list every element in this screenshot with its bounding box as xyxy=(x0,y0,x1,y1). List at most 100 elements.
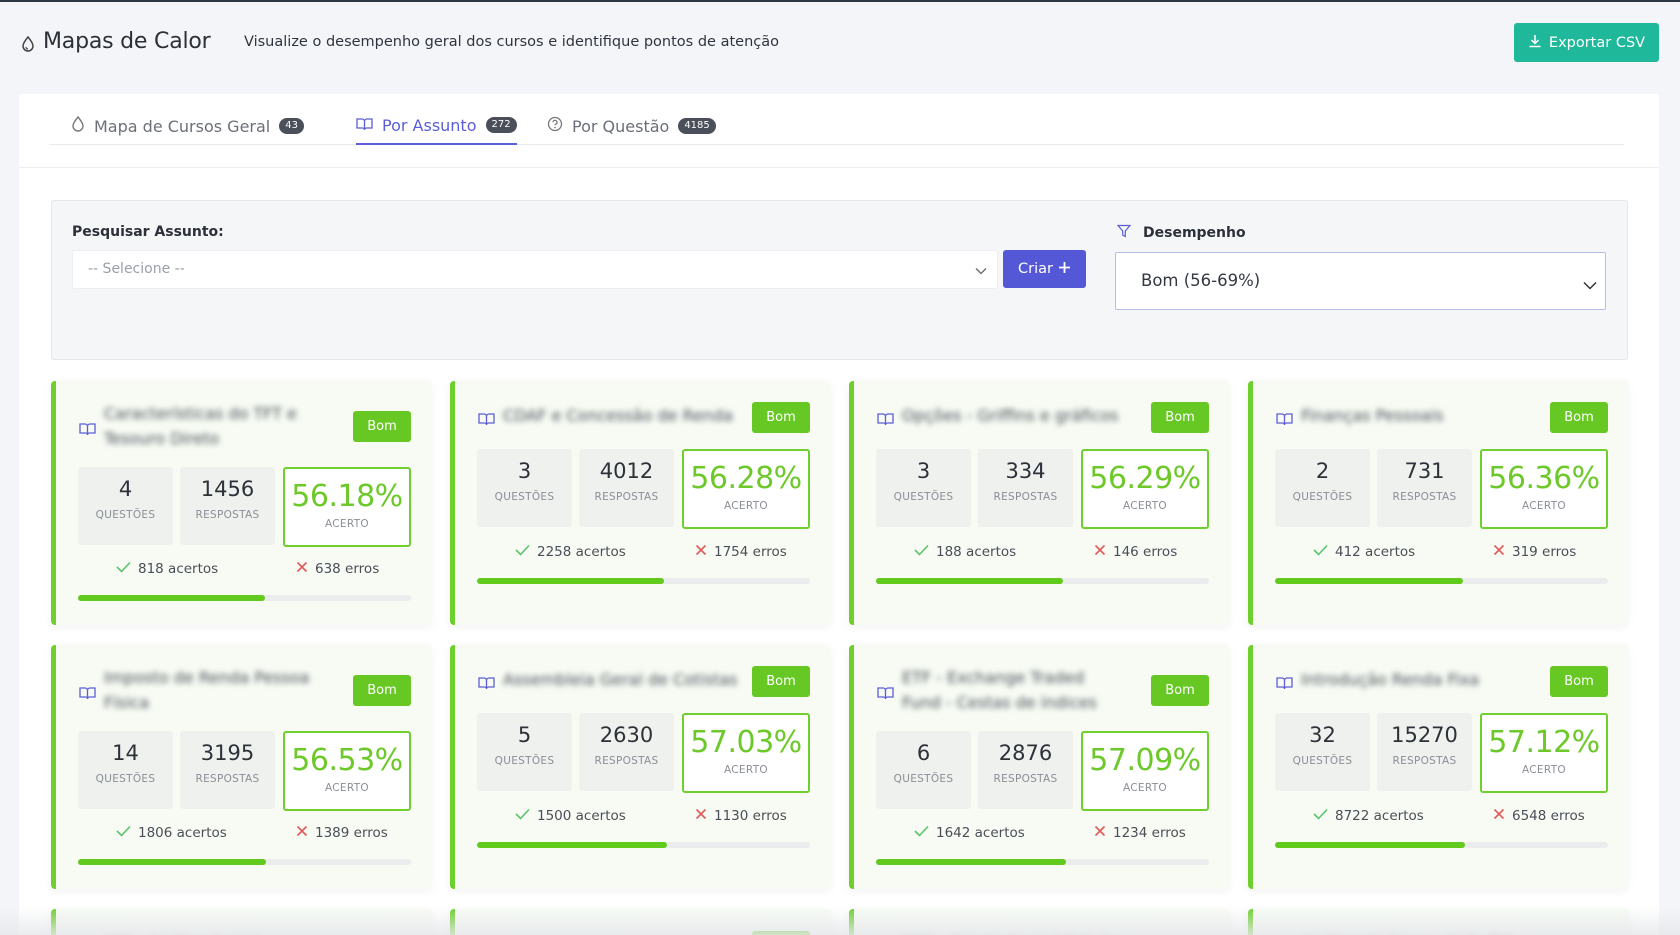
accuracy-label: ACERTO xyxy=(1123,782,1167,794)
questions-count: 6 xyxy=(916,741,931,765)
responses-stat: 731 RESPOSTAS xyxy=(1377,449,1472,527)
help-circle-icon xyxy=(547,116,563,136)
subject-select-placeholder: -- Selecione -- xyxy=(88,261,185,277)
questions-count: 4 xyxy=(118,477,133,501)
create-label: Criar xyxy=(1018,261,1053,277)
responses-stat: 2630 RESPOSTAS xyxy=(579,713,674,791)
errors-text: 1234 erros xyxy=(1113,825,1186,841)
card-title: Assembleia Geral de Cotistas xyxy=(503,670,738,689)
check-icon xyxy=(515,544,530,560)
export-csv-button[interactable]: Exportar CSV xyxy=(1514,23,1659,62)
errors-text: 6548 erros xyxy=(1512,808,1585,824)
card-title: Finanças Pessoais xyxy=(1301,406,1444,425)
hits-text: 1806 acertos xyxy=(138,825,227,841)
check-icon xyxy=(914,825,929,841)
subject-card[interactable]: Imposto de Renda Pessoa Física Bom 14 QUEST… xyxy=(51,645,431,889)
subject-card[interactable]: ETF - Exchange Traded Fund - Cestas de í… xyxy=(849,645,1229,889)
accuracy-value: 56.36% xyxy=(1488,461,1600,496)
book-icon xyxy=(1276,411,1293,430)
accuracy-stat: 57.12% ACERTO xyxy=(1480,713,1608,793)
tab-count-badge: 272 xyxy=(485,117,517,133)
subject-card[interactable]: Opções - Griffins e gráficos Bom 3 QUESTÕES… xyxy=(849,381,1229,625)
errors-count: 1754 erros xyxy=(695,544,787,560)
errors-text: 146 erros xyxy=(1113,544,1178,560)
questions-count: 3 xyxy=(517,459,532,483)
responses-label: RESPOSTAS xyxy=(594,491,659,503)
subject-card[interactable]: Finanças Pessoais Bom 2 QUESTÕES 731 RESPOSTA… xyxy=(1248,381,1628,625)
card-title: ETF - Exchange Traded Fund - Cestas de í… xyxy=(902,668,1097,712)
accuracy-value: 56.29% xyxy=(1089,461,1201,496)
accuracy-label: ACERTO xyxy=(1522,764,1566,776)
check-icon xyxy=(914,544,929,560)
accuracy-label: ACERTO xyxy=(724,764,768,776)
check-icon xyxy=(116,825,131,841)
subject-card[interactable]: CDAF e Concessão de Renda Bom 3 QUESTÕES 401… xyxy=(450,381,830,625)
hits-text: 818 acertos xyxy=(138,561,219,577)
status-badge: Bom xyxy=(752,402,810,433)
questions-count: 3 xyxy=(916,459,931,483)
accuracy-stat: 56.18% ACERTO xyxy=(283,467,411,547)
responses-stat: 334 RESPOSTAS xyxy=(978,449,1073,527)
status-badge: Bom xyxy=(1550,402,1608,433)
subject-card[interactable]: Assembleia Geral de Cotistas Bom 5 QUESTÕES… xyxy=(450,645,830,889)
questions-count: 14 xyxy=(112,741,139,765)
subject-card[interactable]: Introdução Renda Fixa Bom 32 QUESTÕES 15270 R… xyxy=(1248,645,1628,889)
hits-count: 1500 acertos xyxy=(515,808,626,824)
close-icon xyxy=(296,561,308,577)
responses-count: 2630 xyxy=(599,723,654,747)
errors-count: 319 erros xyxy=(1493,544,1576,560)
hits-count: 1806 acertos xyxy=(116,825,227,841)
questions-label: QUESTÕES xyxy=(494,755,555,767)
questions-count: 32 xyxy=(1309,723,1336,747)
card-title: Opções - Griffins e gráficos xyxy=(902,406,1119,425)
questions-label: QUESTÕES xyxy=(1292,755,1353,767)
accuracy-label: ACERTO xyxy=(1123,500,1167,512)
questions-stat: 3 QUESTÕES xyxy=(876,449,971,527)
close-icon xyxy=(695,544,707,560)
performance-select[interactable]: Bom (56-69%) xyxy=(1115,252,1606,310)
book-icon xyxy=(79,421,96,440)
hits-count: 412 acertos xyxy=(1313,544,1415,560)
page-header: Mapas de Calor Visualize o desempenho ge… xyxy=(0,2,1680,84)
close-icon xyxy=(1493,808,1505,824)
accuracy-progress-bar xyxy=(876,859,1209,865)
accuracy-progress-fill xyxy=(477,842,667,848)
accuracy-value: 56.53% xyxy=(291,743,403,778)
status-badge: Bom xyxy=(1151,402,1209,433)
chevron-down-icon xyxy=(975,263,987,279)
accuracy-progress-bar xyxy=(78,859,411,865)
errors-text: 1754 erros xyxy=(714,544,787,560)
responses-stat: 15270 RESPOSTAS xyxy=(1377,713,1472,791)
status-badge: Bom xyxy=(1550,666,1608,697)
accuracy-value: 57.12% xyxy=(1488,725,1600,760)
card-title: Imposto de Renda Pessoa Física xyxy=(104,668,310,712)
responses-label: RESPOSTAS xyxy=(1392,755,1457,767)
tab-por-questao[interactable]: Por Questão 4185 xyxy=(547,107,716,145)
subject-select[interactable]: -- Selecione -- xyxy=(72,250,998,289)
responses-label: RESPOSTAS xyxy=(195,773,260,785)
hits-text: 188 acertos xyxy=(936,544,1017,560)
accuracy-progress-bar xyxy=(1275,578,1608,584)
drop-icon xyxy=(71,115,85,136)
create-button[interactable]: Criar xyxy=(1003,250,1086,288)
card-title: Características do TFT e Tesouro Direto xyxy=(104,404,297,448)
responses-count: 1456 xyxy=(200,477,255,501)
questions-count: 5 xyxy=(517,723,532,747)
tab-bar: Mapa de Cursos Geral 43 Por Assunto 272 … xyxy=(19,94,1659,168)
accuracy-progress-fill xyxy=(876,578,1064,584)
subject-card[interactable]: Características do TFT e Tesouro Direto B… xyxy=(51,381,431,625)
errors-text: 1389 erros xyxy=(315,825,388,841)
accuracy-stat: 56.28% ACERTO xyxy=(682,449,810,529)
hits-count: 8722 acertos xyxy=(1313,808,1424,824)
questions-label: QUESTÕES xyxy=(893,491,954,503)
status-badge: Bom xyxy=(353,675,411,706)
errors-count: 1389 erros xyxy=(296,825,388,841)
tab-mapa-cursos-geral[interactable]: Mapa de Cursos Geral 43 xyxy=(71,107,304,145)
status-badge: Bom xyxy=(1151,675,1209,706)
book-icon xyxy=(356,116,373,135)
tab-por-assunto[interactable]: Por Assunto 272 xyxy=(356,107,517,145)
accuracy-label: ACERTO xyxy=(724,500,768,512)
close-icon xyxy=(695,808,707,824)
chevron-down-icon xyxy=(1583,275,1597,294)
performance-label: Desempenho xyxy=(1143,225,1246,241)
